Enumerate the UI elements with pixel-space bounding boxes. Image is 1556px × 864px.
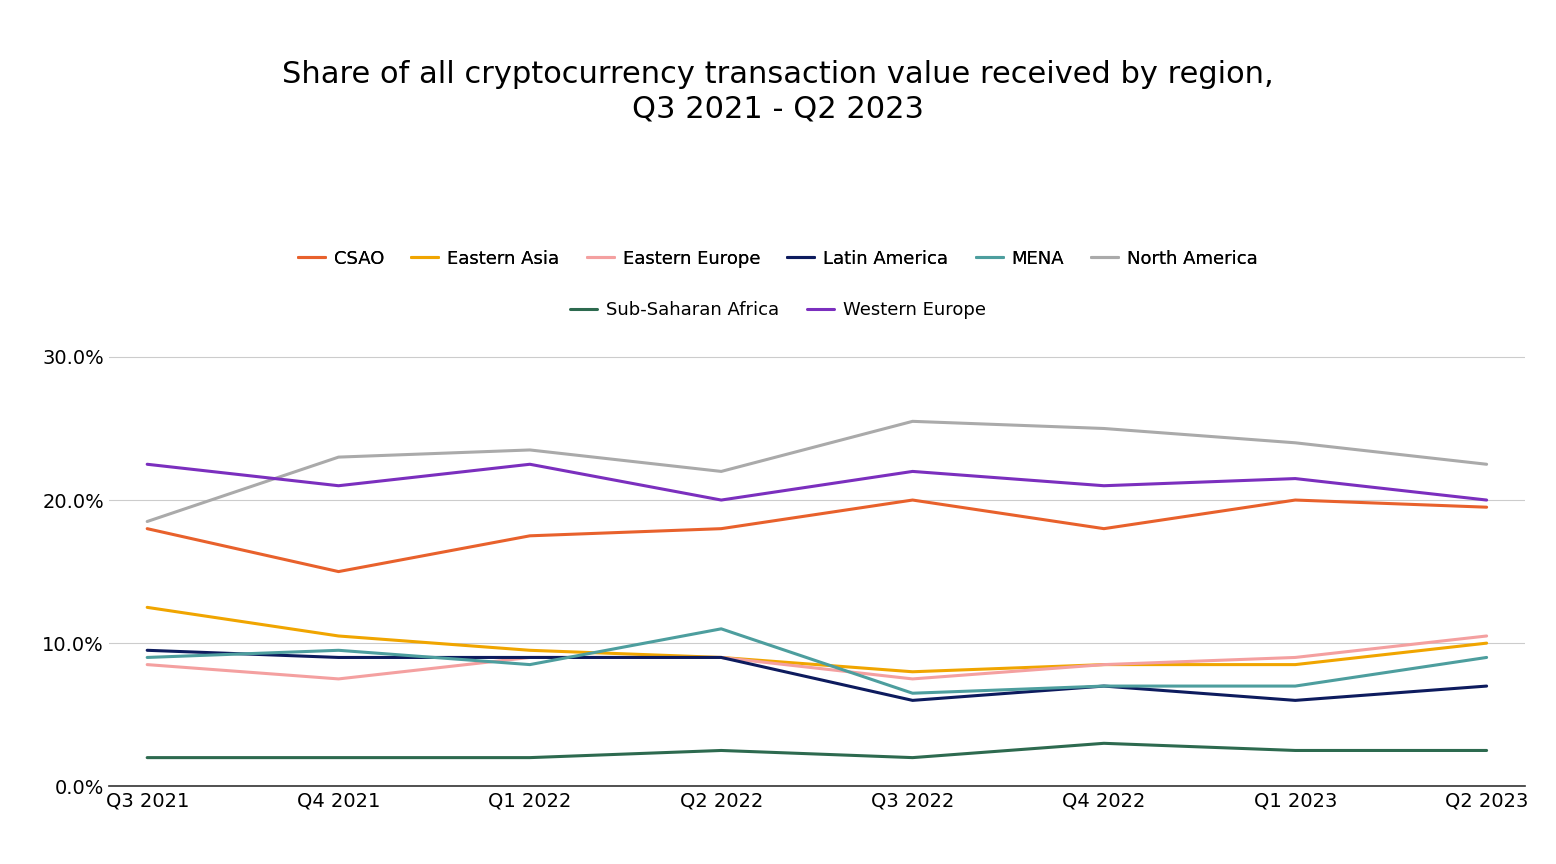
- Eastern Europe: [1285, 652, 1304, 663]
- Eastern Europe: [1094, 659, 1113, 670]
- North America: [1094, 423, 1113, 434]
- Latin America: [330, 652, 349, 663]
- Legend: Sub-Saharan Africa, Western Europe: Sub-Saharan Africa, Western Europe: [563, 294, 993, 327]
- North America: [330, 452, 349, 462]
- Latin America: [713, 652, 731, 663]
- Line: Eastern Europe: Eastern Europe: [148, 636, 1486, 679]
- North America: [1285, 438, 1304, 448]
- Sub-Saharan Africa: [1285, 746, 1304, 756]
- Latin America: [138, 645, 157, 656]
- Western Europe: [521, 459, 540, 469]
- Line: CSAO: CSAO: [148, 500, 1486, 572]
- Western Europe: [1094, 480, 1113, 491]
- Latin America: [1285, 696, 1304, 706]
- Sub-Saharan Africa: [1477, 746, 1495, 756]
- North America: [1477, 459, 1495, 469]
- MENA: [1285, 681, 1304, 691]
- MENA: [902, 688, 921, 698]
- CSAO: [330, 567, 349, 577]
- MENA: [1477, 652, 1495, 663]
- Line: North America: North America: [148, 422, 1486, 522]
- CSAO: [713, 524, 731, 534]
- Sub-Saharan Africa: [138, 753, 157, 763]
- Western Europe: [1477, 495, 1495, 505]
- CSAO: [138, 524, 157, 534]
- North America: [902, 416, 921, 427]
- MENA: [330, 645, 349, 656]
- Eastern Europe: [1477, 631, 1495, 641]
- North America: [521, 445, 540, 455]
- Western Europe: [138, 459, 157, 469]
- Latin America: [1094, 681, 1113, 691]
- Eastern Asia: [1285, 659, 1304, 670]
- Eastern Asia: [713, 652, 731, 663]
- North America: [713, 467, 731, 477]
- Eastern Asia: [902, 667, 921, 677]
- Sub-Saharan Africa: [902, 753, 921, 763]
- MENA: [1094, 681, 1113, 691]
- CSAO: [1477, 502, 1495, 512]
- Eastern Asia: [521, 645, 540, 656]
- MENA: [138, 652, 157, 663]
- Sub-Saharan Africa: [330, 753, 349, 763]
- Eastern Europe: [138, 659, 157, 670]
- Eastern Europe: [330, 674, 349, 684]
- Eastern Asia: [330, 631, 349, 641]
- CSAO: [902, 495, 921, 505]
- Legend: CSAO, Eastern Asia, Eastern Europe, Latin America, MENA, North America: CSAO, Eastern Asia, Eastern Europe, Lati…: [291, 242, 1265, 275]
- Latin America: [521, 652, 540, 663]
- MENA: [713, 624, 731, 634]
- Western Europe: [713, 495, 731, 505]
- Line: Western Europe: Western Europe: [148, 464, 1486, 500]
- Latin America: [1477, 681, 1495, 691]
- Latin America: [902, 696, 921, 706]
- CSAO: [1285, 495, 1304, 505]
- Sub-Saharan Africa: [713, 746, 731, 756]
- Eastern Europe: [713, 652, 731, 663]
- Eastern Europe: [902, 674, 921, 684]
- Eastern Europe: [521, 652, 540, 663]
- MENA: [521, 659, 540, 670]
- Western Europe: [1285, 473, 1304, 484]
- Sub-Saharan Africa: [521, 753, 540, 763]
- Western Europe: [330, 480, 349, 491]
- Eastern Asia: [1477, 638, 1495, 648]
- Line: Latin America: Latin America: [148, 651, 1486, 701]
- Line: Sub-Saharan Africa: Sub-Saharan Africa: [148, 743, 1486, 758]
- Sub-Saharan Africa: [1094, 738, 1113, 748]
- CSAO: [521, 530, 540, 541]
- Text: Share of all cryptocurrency transaction value received by region,
Q3 2021 - Q2 2: Share of all cryptocurrency transaction …: [282, 60, 1274, 123]
- CSAO: [1094, 524, 1113, 534]
- Eastern Asia: [138, 602, 157, 613]
- Eastern Asia: [1094, 659, 1113, 670]
- North America: [138, 517, 157, 527]
- Line: Eastern Asia: Eastern Asia: [148, 607, 1486, 672]
- Western Europe: [902, 467, 921, 477]
- Line: MENA: MENA: [148, 629, 1486, 693]
